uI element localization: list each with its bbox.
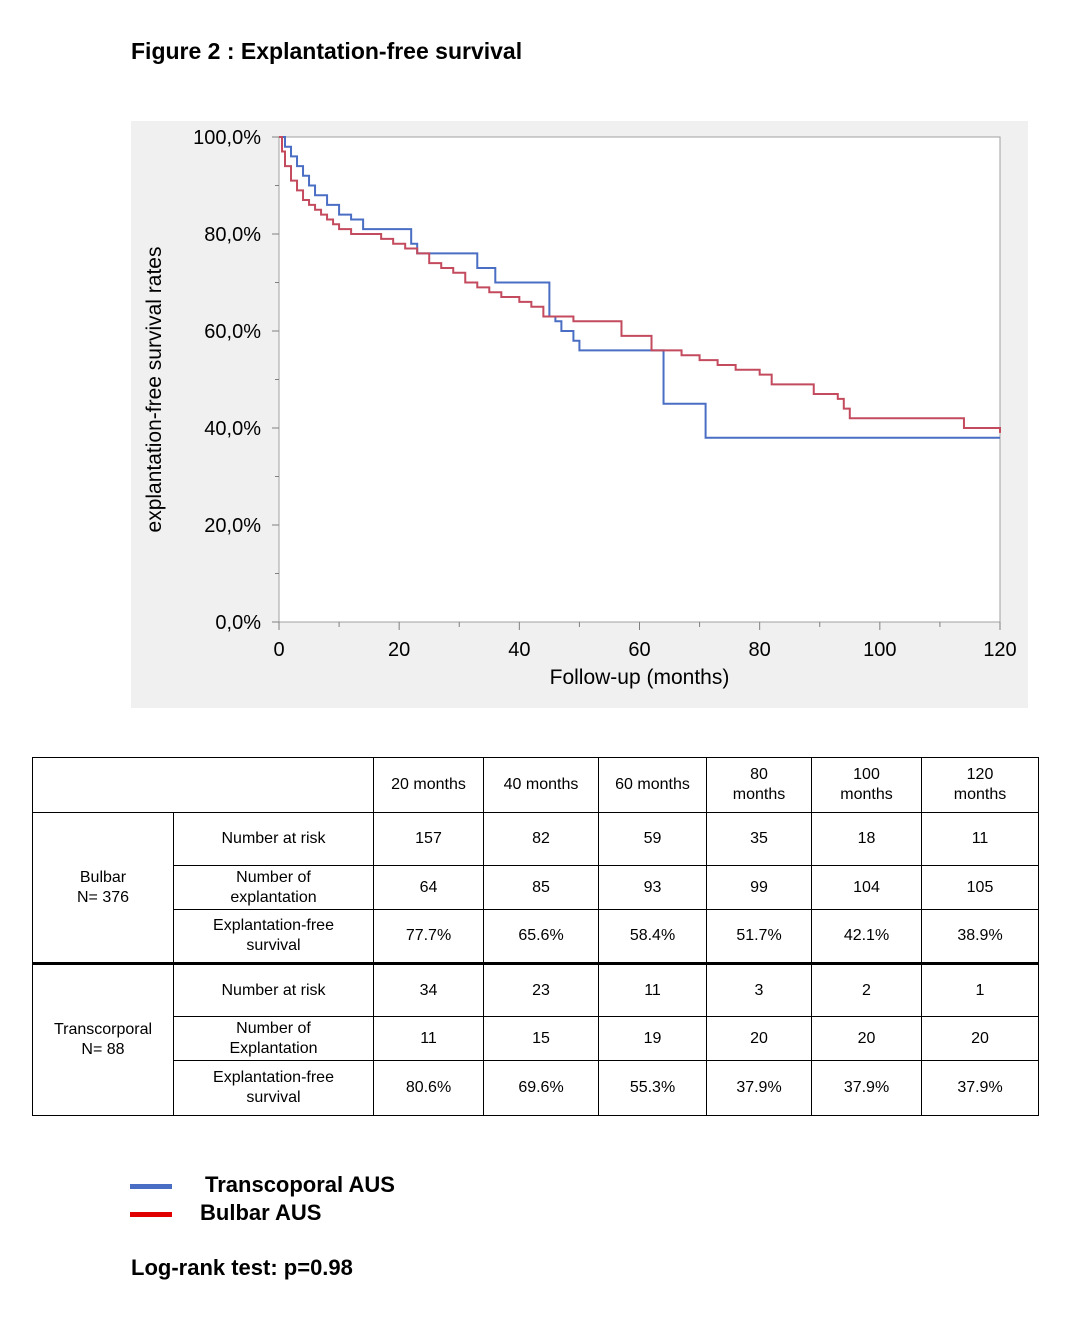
time-header-cell: 40 months <box>483 757 599 813</box>
value-cell: 80.6% <box>373 1060 484 1116</box>
row-label-cell: Number at risk <box>173 812 374 866</box>
table-row: Bulbar N= 376 Number at risk 157 82 59 35 18 11 <box>32 812 1039 964</box>
value-cell: 105 <box>921 865 1039 910</box>
value-cell: 37.9% <box>706 1060 812 1116</box>
y-tick-label: 60,0% <box>204 321 261 343</box>
value-cell: 11 <box>598 962 707 1017</box>
y-tick-label: 80,0% <box>204 224 261 246</box>
value-cell: 20 <box>921 1016 1039 1061</box>
time-header-cell: 100 months <box>811 757 922 813</box>
value-cell: 59 <box>598 812 707 866</box>
chart-panel: 0,0% 20,0% 40,0% 60,0% 80,0% 100,0% 0 20 40 60 80 1… <box>131 121 1028 708</box>
value-cell: 11 <box>373 1016 484 1061</box>
x-tick-label: 120 <box>983 639 1016 661</box>
x-axis-title: Follow-up (months) <box>550 666 730 689</box>
value-cell: 11 <box>921 812 1039 866</box>
value-cell: 18 <box>811 812 922 866</box>
series-line-bulbar <box>279 136 1001 433</box>
value-cell: 38.9% <box>921 909 1039 964</box>
y-tick-label: 40,0% <box>204 418 261 440</box>
value-cell: 37.9% <box>811 1060 922 1116</box>
time-header-cell: 60 months <box>598 757 707 813</box>
value-cell: 82 <box>483 812 599 866</box>
survival-chart: 0,0% 20,0% 40,0% 60,0% 80,0% 100,0% 0 20 40 60 80 1… <box>143 127 1017 689</box>
y-axis-title: explantation-free survival rates <box>143 247 166 533</box>
value-cell: 55.3% <box>598 1060 707 1116</box>
value-cell: 69.6% <box>483 1060 599 1116</box>
legend-swatch <box>130 1184 172 1189</box>
value-cell: 19 <box>598 1016 707 1061</box>
row-label-cell: Number at risk <box>173 962 374 1017</box>
row-label-cell: Explantation-free survival <box>173 909 374 964</box>
value-cell: 85 <box>483 865 599 910</box>
table-row: Explantation-free survival 77.7% 65.6% 58.4%… <box>33 909 1039 964</box>
value-cell: 65.6% <box>483 909 599 964</box>
table-header-row: 20 months 40 months 60 months 80 months 100 mo… <box>32 757 1039 813</box>
risk-table: 20 months 40 months 60 months 80 months 100 mo… <box>32 757 1039 1116</box>
y-tick-label: 100,0% <box>193 127 261 149</box>
group-label-cell: Bulbar N= 376 <box>32 812 174 964</box>
table-row: Number of Explantation 11 15 19 20 20 20 <box>33 1016 1039 1061</box>
x-tick-label: 80 <box>749 639 771 661</box>
time-header-cell: 80 months <box>706 757 812 813</box>
value-cell: 42.1% <box>811 909 922 964</box>
value-cell: 3 <box>706 962 812 1017</box>
value-cell: 99 <box>706 865 812 910</box>
figure-title: Figure 2 : Explantation-free survival <box>131 38 523 64</box>
value-cell: 104 <box>811 865 922 910</box>
plot-area <box>278 136 1001 623</box>
legend-swatch <box>130 1212 172 1217</box>
table-row: Transcorporal N= 88 Number at risk 34 23 11 3 2… <box>32 962 1039 1116</box>
x-tick-label: 40 <box>508 639 530 661</box>
value-cell: 93 <box>598 865 707 910</box>
group-label-cell: Transcorporal N= 88 <box>32 962 174 1116</box>
value-cell: 15 <box>483 1016 599 1061</box>
value-cell: 51.7% <box>706 909 812 964</box>
x-tick-label: 60 <box>628 639 650 661</box>
value-cell: 1 <box>921 962 1039 1017</box>
value-cell: 37.9% <box>921 1060 1039 1116</box>
value-cell: 34 <box>373 962 484 1017</box>
x-tick-label: 20 <box>388 639 410 661</box>
header-empty-cell <box>32 757 374 813</box>
value-cell: 58.4% <box>598 909 707 964</box>
row-label-cell: Explantation-free survival <box>173 1060 374 1116</box>
table-row: Number of explantation 64 85 93 99 104 105 <box>33 865 1039 910</box>
table-row: Explantation-free survival 80.6% 69.6% 55.3%… <box>33 1060 1039 1116</box>
x-tick-label: 100 <box>863 639 896 661</box>
value-cell: 2 <box>811 962 922 1017</box>
value-cell: 64 <box>373 865 484 910</box>
y-tick-label: 20,0% <box>204 515 261 537</box>
row-label-cell: Number of explantation <box>173 865 374 910</box>
legend-label: Transcoporal AUS <box>205 1172 395 1197</box>
value-cell: 77.7% <box>373 909 484 964</box>
logrank-text: Log-rank test: p=0.98 <box>131 1255 353 1280</box>
value-cell: 20 <box>811 1016 922 1061</box>
y-tick-label: 0,0% <box>215 612 261 634</box>
value-cell: 23 <box>483 962 599 1017</box>
time-header-cell: 120 months <box>921 757 1039 813</box>
value-cell: 157 <box>373 812 484 866</box>
value-cell: 35 <box>706 812 812 866</box>
x-tick-label: 0 <box>273 639 284 661</box>
series-line-transcorporal <box>279 136 1000 439</box>
value-cell: 20 <box>706 1016 812 1061</box>
time-header-cell: 20 months <box>373 757 484 813</box>
legend-label: Bulbar AUS <box>200 1200 322 1225</box>
row-label-cell: Number of Explantation <box>173 1016 374 1061</box>
